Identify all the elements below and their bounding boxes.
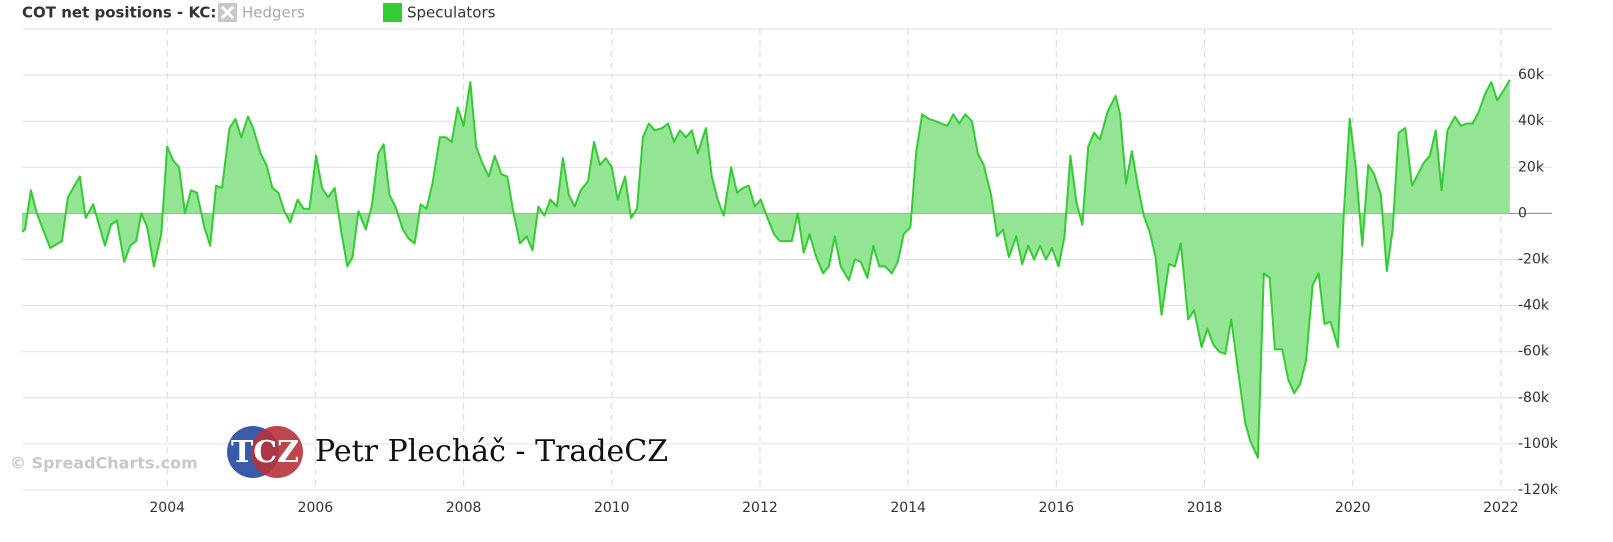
x-tick-label: 2004 — [149, 500, 185, 516]
y-tick-label: -60k — [1518, 344, 1550, 360]
legend-item[interactable]: Speculators — [383, 3, 496, 22]
x-tick-label: 2010 — [594, 500, 630, 516]
legend-swatch — [383, 3, 402, 22]
logo-text: TCZ — [231, 435, 299, 470]
x-tick-label: 2020 — [1335, 500, 1371, 516]
x-tick-label: 2012 — [742, 500, 778, 516]
logo-circle — [251, 426, 303, 478]
y-tick-label: -20k — [1518, 252, 1550, 268]
y-tick-label: -40k — [1518, 298, 1550, 314]
area — [22, 79, 1510, 458]
y-tick-label: -80k — [1518, 390, 1550, 406]
plot — [21, 79, 1511, 459]
signature: Petr Plecháč - TradeCZ — [315, 434, 668, 469]
x-tick-label: 2006 — [298, 500, 334, 516]
chart-title: COT net positions - KC: — [22, 4, 216, 22]
y-tick-label: 20k — [1518, 159, 1545, 175]
legend-label: Speculators — [407, 4, 496, 22]
x-tick-label: 2022 — [1483, 500, 1519, 516]
x-tick-label: 2008 — [446, 500, 482, 516]
legend[interactable]: Hedgers Speculators — [218, 3, 496, 22]
y-tick-label: 0 — [1518, 205, 1527, 221]
x-tick-label: 2016 — [1039, 500, 1075, 516]
legend-disabled-icon — [220, 5, 235, 20]
x-tick-label: 2014 — [890, 500, 926, 516]
logo: TCZ — [227, 426, 303, 478]
watermark: © SpreadCharts.com — [10, 454, 198, 473]
legend-item[interactable]: Hedgers — [218, 3, 305, 22]
x-tick-label: 2018 — [1187, 500, 1223, 516]
y-tick-label: 60k — [1518, 67, 1545, 83]
y-tick-label: 40k — [1518, 113, 1545, 129]
line — [21, 79, 1511, 459]
y-tick-label: -120k — [1518, 482, 1559, 498]
y-tick-label: -100k — [1518, 436, 1559, 452]
legend-label: Hedgers — [242, 4, 305, 22]
